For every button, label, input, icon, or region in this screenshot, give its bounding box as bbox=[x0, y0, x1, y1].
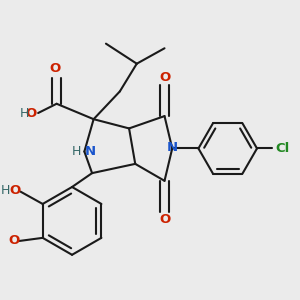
Text: O: O bbox=[50, 62, 61, 75]
Text: O: O bbox=[8, 234, 20, 248]
Text: N: N bbox=[167, 141, 178, 154]
Text: O: O bbox=[160, 71, 171, 84]
Text: N: N bbox=[85, 145, 96, 158]
Text: H: H bbox=[20, 106, 29, 119]
Text: O: O bbox=[25, 106, 37, 119]
Text: H: H bbox=[72, 145, 81, 158]
Text: H: H bbox=[1, 184, 10, 197]
Text: O: O bbox=[9, 184, 20, 197]
Text: O: O bbox=[160, 213, 171, 226]
Text: Cl: Cl bbox=[275, 142, 290, 155]
